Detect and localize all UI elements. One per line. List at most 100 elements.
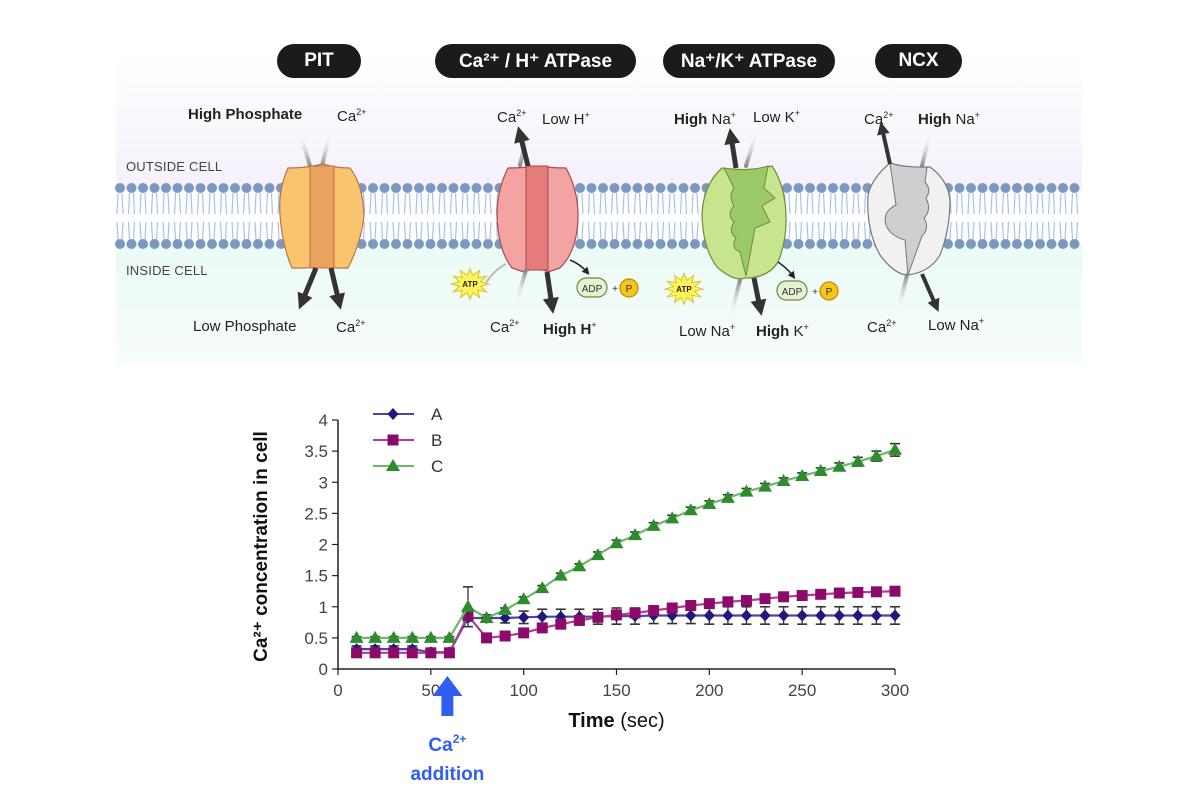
outside-cell-label: OUTSIDE CELL — [126, 159, 223, 174]
legend-label-c: C — [431, 457, 443, 476]
lipid-head — [839, 183, 850, 193]
y-tick-label: 0 — [319, 660, 328, 679]
lipid-head — [989, 239, 999, 249]
chart-series — [349, 442, 902, 659]
data-point-b — [481, 632, 493, 644]
data-point-b — [759, 593, 771, 605]
lipid-head — [586, 183, 597, 193]
lipid-head — [1035, 183, 1045, 193]
ca-h-high-h-label: High H+ — [543, 320, 597, 338]
up-arrow-icon — [432, 676, 463, 716]
lipid-head — [471, 239, 482, 249]
data-point-a — [722, 609, 734, 622]
na-k-high-k-label: High K+ — [756, 322, 809, 340]
data-point-c — [386, 630, 401, 643]
ca-h-ca-top-label: Ca2+ — [497, 108, 527, 126]
data-point-b — [499, 630, 511, 642]
adp-label: ADP — [582, 284, 603, 295]
pit-ca-bottom-label: Ca2+ — [336, 318, 366, 336]
ncx-low-na-label: Low Na+ — [928, 316, 985, 334]
na-k-atpase-title-badge: Na⁺/K⁺ ATPase — [663, 44, 835, 78]
chart-legend: ABC — [373, 405, 443, 476]
lipid-head — [678, 239, 689, 249]
lipid-head — [943, 239, 953, 249]
lipid-head — [1000, 183, 1011, 193]
chart-axes: 0 50 100 150 200 250 30000.511.522.533.54Time … — [251, 411, 909, 732]
lipid-head — [655, 183, 666, 193]
lipid-head — [448, 239, 459, 249]
data-point-c — [739, 484, 754, 497]
lipid-head — [1058, 183, 1068, 193]
transport-arrow — [542, 271, 559, 314]
na-k-low-na-label: Low Na+ — [679, 322, 736, 340]
lipid-head — [598, 239, 608, 249]
lipid-head — [621, 239, 631, 249]
transport-arrow — [750, 277, 767, 316]
data-point-c — [832, 459, 847, 472]
series-line-b — [356, 590, 896, 654]
data-point-b — [685, 600, 697, 612]
calcium-concentration-chart: 0 50 100 150 200 250 300 0 0.5 1 1.5 2 2.5 3 3.5 4 Time … — [0, 380, 1200, 800]
data-point-b — [889, 585, 901, 597]
lipid-head — [414, 183, 424, 193]
data-point-b — [369, 647, 381, 659]
lipid-head — [678, 183, 689, 193]
y-tick-label: 3.5 — [304, 442, 328, 461]
data-point-a — [685, 609, 697, 622]
lipid-head — [195, 183, 206, 193]
lipid-head — [1058, 239, 1068, 249]
x-axis-label: Time (sec) — [568, 710, 664, 732]
data-point-a — [870, 609, 882, 622]
chart-svg: 0 50 100 150 200 250 30000.511.522.533.54Time … — [251, 405, 909, 785]
lipid-head — [264, 239, 275, 249]
data-point-c — [795, 469, 810, 482]
data-point-c — [553, 568, 568, 581]
lipid-head — [483, 183, 493, 193]
adp-label: ADP — [782, 287, 803, 298]
data-point-c — [665, 511, 680, 524]
lipid-head — [138, 239, 148, 249]
annotation-ca-text: Ca — [428, 735, 453, 756]
lipid-head — [115, 239, 125, 249]
gradient-lead — [896, 273, 909, 314]
y-axis-label: Ca²⁺ concentration in cell — [251, 431, 272, 662]
inside-cell-label: INSIDE CELL — [126, 263, 208, 278]
y-tick-label: 2 — [319, 536, 328, 555]
lipid-head — [184, 239, 194, 249]
na-k-high-na-label: High Na+ — [674, 110, 736, 128]
lipid-head — [1046, 183, 1057, 193]
y-tick-label: 0.5 — [304, 629, 328, 648]
data-point-b — [629, 607, 641, 619]
lipid-head — [253, 239, 263, 249]
pit-ca-top-label: Ca2+ — [337, 107, 367, 125]
lipid-head — [621, 183, 631, 193]
lipid-head — [379, 239, 390, 249]
data-point-a — [815, 609, 827, 622]
data-point-b — [443, 647, 455, 659]
lipid-head — [448, 183, 459, 193]
ncx-high-na-label: High Na+ — [918, 110, 980, 128]
data-point-a — [759, 609, 771, 622]
data-point-c — [646, 518, 661, 531]
lipid-head — [1069, 239, 1080, 249]
transport-arrow — [724, 128, 741, 169]
lipid-head — [207, 239, 217, 249]
phosphate-label: P — [626, 284, 633, 295]
lipid-head — [644, 239, 654, 249]
pit-title-badge: PIT — [277, 44, 361, 78]
lipid-head — [977, 183, 988, 193]
data-point-c — [460, 599, 475, 612]
atp-label: ATP — [676, 285, 692, 294]
data-point-c — [349, 630, 364, 643]
lipid-head — [632, 183, 643, 193]
lipid-head — [253, 183, 263, 193]
annotation-addition-label: addition — [410, 764, 484, 785]
data-point-b — [870, 586, 882, 598]
hydrolysis-arrow — [569, 259, 590, 275]
data-point-c — [405, 630, 420, 643]
lipid-head — [138, 183, 148, 193]
lipid-head — [230, 183, 240, 193]
data-point-a — [889, 609, 901, 622]
transport-arrow — [514, 126, 531, 167]
pit-high-phosphate-label: High Phosphate — [188, 106, 303, 123]
